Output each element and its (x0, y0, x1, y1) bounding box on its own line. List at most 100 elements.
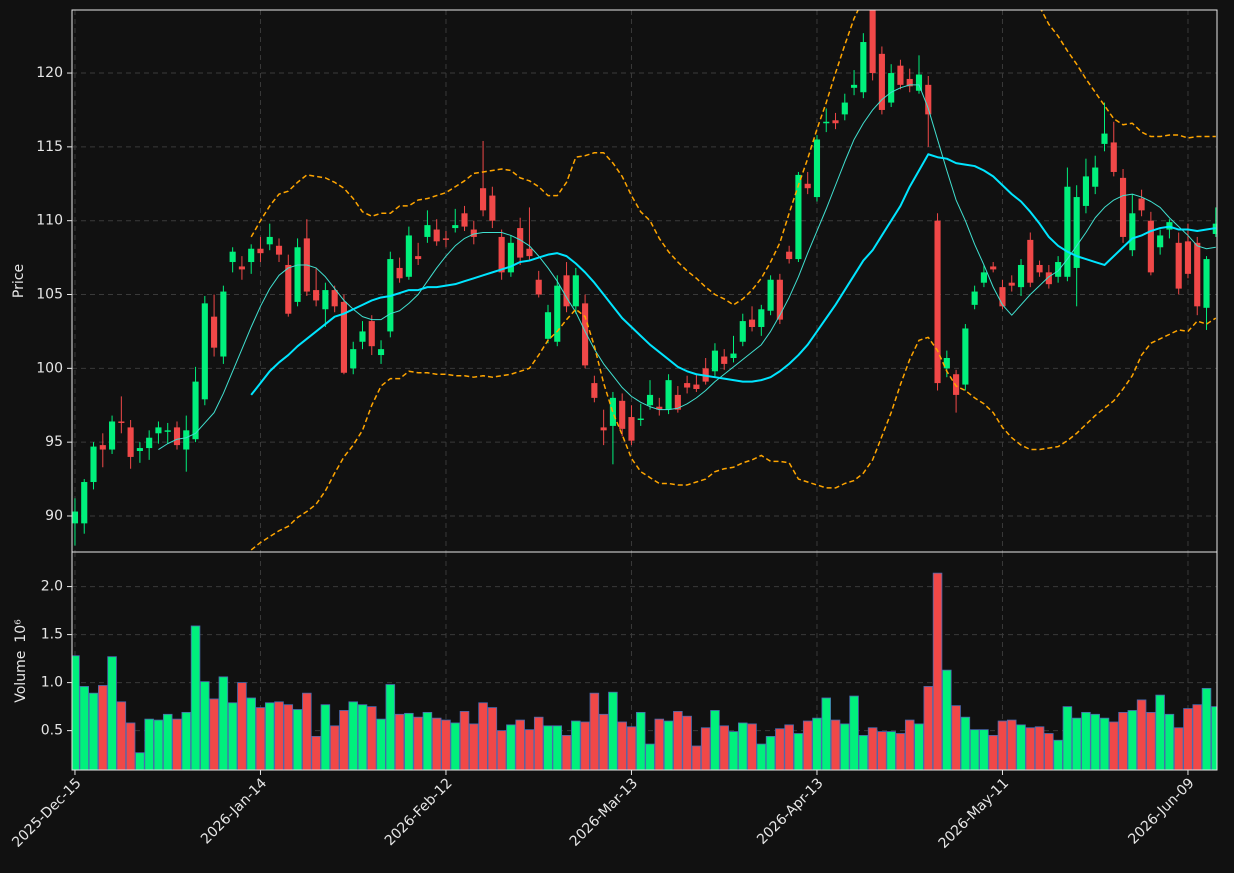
candle-body (776, 279, 783, 320)
volume-bar (645, 743, 655, 770)
volume-bar (487, 707, 498, 770)
candle-body (433, 229, 440, 242)
candle-body (90, 446, 97, 483)
volume-bar (181, 711, 192, 770)
volume-bar (116, 701, 127, 770)
candle-body (1008, 282, 1015, 286)
y-tick-label: 1.5 (41, 627, 63, 643)
volume-bar (506, 724, 516, 770)
candle-body (656, 406, 663, 410)
overlay-line (250, 10, 1216, 306)
candle-body (81, 482, 88, 524)
volume-bar (1155, 694, 1165, 770)
volume-bar (515, 719, 525, 770)
candle-body (674, 394, 681, 410)
volume-bar (1211, 706, 1217, 770)
candle-body (313, 290, 320, 301)
candle-body (192, 381, 199, 440)
volume-bar (172, 718, 182, 770)
volume-axis-label: Volume 10⁶ (13, 619, 29, 703)
y-tick-label: 110 (36, 213, 63, 229)
candle-body (294, 247, 301, 302)
candle-body (480, 188, 487, 211)
volume-bar (691, 745, 702, 770)
overlay-line (250, 308, 1217, 551)
volume-bar (923, 686, 934, 770)
volume-bar (932, 572, 943, 770)
candle-body (851, 84, 858, 88)
y-tick-label: 90 (45, 508, 63, 524)
volume-bar (450, 722, 461, 770)
y-tick-label: 100 (36, 360, 63, 376)
candle-body (424, 225, 431, 237)
candle-body (331, 290, 338, 307)
candle-body (340, 301, 348, 373)
candle-body (229, 251, 236, 263)
candle-body (795, 174, 802, 260)
volume-bar (376, 718, 386, 770)
candle-body (470, 229, 477, 237)
candle-body (266, 236, 273, 245)
volume-bar (1090, 713, 1100, 770)
volume-bar (1099, 717, 1110, 770)
volume-bar (738, 722, 748, 770)
volume-bar (1173, 727, 1184, 770)
volume-bar (617, 721, 627, 770)
volume-bar (135, 752, 145, 770)
candle-body (211, 316, 218, 348)
volume-bar (1044, 733, 1054, 770)
volume-bar (858, 735, 869, 770)
volume-bar (72, 655, 80, 770)
y-tick-label: 1.0 (41, 675, 63, 691)
candle-body (758, 309, 765, 327)
overlay-line (158, 84, 1216, 450)
candle-body (804, 183, 811, 189)
candle-body (860, 42, 867, 93)
volume-bar (840, 723, 850, 770)
candle-body (646, 394, 654, 406)
volume-bar (654, 718, 665, 770)
candle-body (943, 357, 950, 369)
volume-bar (283, 704, 294, 770)
volume-bar (302, 692, 312, 770)
volume-bar (784, 724, 794, 770)
volume-bar (413, 716, 423, 770)
candle-body (257, 248, 264, 254)
candle-body (878, 53, 885, 110)
candle-body (285, 264, 292, 314)
candle-body (841, 102, 848, 115)
volume-bar (1192, 704, 1203, 770)
overlay-lines (158, 10, 1217, 551)
candle-body (1045, 272, 1052, 285)
candle-body (563, 275, 570, 307)
candle-body (452, 225, 459, 229)
volume-bar (979, 729, 989, 770)
candle-body (461, 213, 468, 227)
candle-body (322, 290, 329, 310)
candle-body (1073, 197, 1080, 268)
volume-bar (951, 705, 961, 770)
y-tick-label: 105 (36, 287, 63, 303)
volume-bar (246, 697, 256, 770)
candle-body (1082, 176, 1090, 206)
candle-body (591, 383, 598, 398)
volume-bar (496, 730, 507, 770)
volume-bar (849, 695, 859, 770)
y-tick-label: 120 (36, 65, 63, 81)
volume-bar (914, 723, 924, 770)
volume-bar (1201, 687, 1212, 770)
candle-body (953, 374, 960, 395)
volume-bar (793, 733, 804, 770)
candle-body (582, 303, 589, 366)
volume-bar (1164, 713, 1175, 770)
candle-body (350, 349, 357, 369)
candle-body (359, 331, 366, 342)
candle-body (1147, 220, 1154, 273)
volume-bar (580, 721, 590, 770)
candle-body (869, 10, 876, 74)
volume-bar (107, 656, 117, 770)
candle-body (730, 353, 737, 358)
candle-body (980, 272, 987, 283)
candle-body (220, 291, 227, 357)
y-tick-label: 2.0 (41, 579, 63, 595)
